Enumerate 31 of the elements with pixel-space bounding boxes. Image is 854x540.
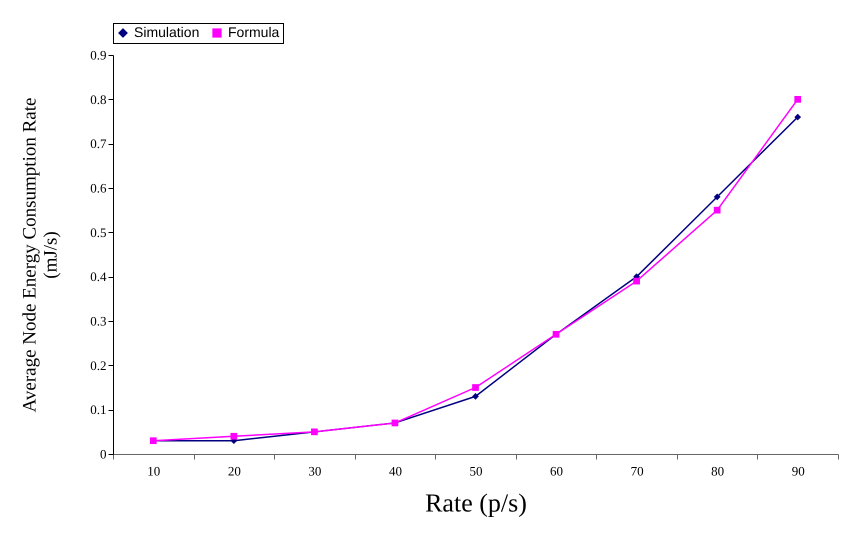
legend-label: Formula xyxy=(228,24,280,40)
point xyxy=(794,114,802,120)
x-tick-label: 20 xyxy=(228,464,241,478)
y-tick-label: 0.6 xyxy=(90,180,107,196)
point xyxy=(794,96,802,103)
y-tick-label: 0.3 xyxy=(90,314,106,328)
legend-label: Simulation xyxy=(134,24,200,40)
y-tick-label: 0.8 xyxy=(90,92,106,107)
point xyxy=(472,393,479,400)
point xyxy=(714,206,721,214)
point xyxy=(472,384,479,391)
x-tick-label: 50 xyxy=(470,464,482,478)
x-tick-label: 10 xyxy=(147,464,160,478)
y-tick-label: 0.9 xyxy=(90,48,106,62)
y-tick-label: 0.7 xyxy=(90,136,107,152)
y-tick-label: 0.5 xyxy=(90,224,106,240)
x-axis-title: Rate (p/s) xyxy=(425,488,527,518)
x-tick-label: 80 xyxy=(711,464,724,478)
y-tick-label: 0.2 xyxy=(90,358,106,373)
y-tick-label: 0 xyxy=(100,446,106,462)
y-tick-label: 0.4 xyxy=(90,269,107,284)
x-tick-label: 90 xyxy=(792,464,805,478)
point xyxy=(714,194,721,200)
y-tick-label: 0.1 xyxy=(90,402,106,418)
point xyxy=(633,278,640,284)
y-axis-title: Average Node Energy Consumption Rate (mJ/s) xyxy=(19,98,62,412)
x-tick-label: 60 xyxy=(550,464,564,478)
x-tick-label: 70 xyxy=(630,464,644,478)
point xyxy=(230,432,238,440)
x-tick-label: 40 xyxy=(388,464,402,478)
x-tick-label: 30 xyxy=(308,464,322,478)
